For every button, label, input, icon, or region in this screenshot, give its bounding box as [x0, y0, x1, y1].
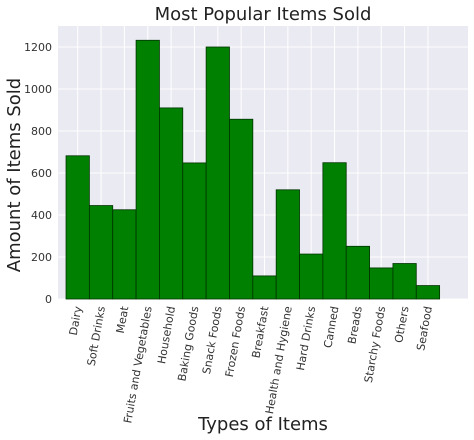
x-tick-label: Dairy	[67, 305, 85, 337]
x-tick-label: Soft Drinks	[85, 305, 108, 367]
y-tick-label: 1200	[24, 41, 52, 54]
x-tick-label: Breads	[345, 305, 364, 345]
bar-others	[392, 263, 417, 300]
x-tick-label: Snack Foods	[200, 305, 225, 375]
bar-household	[159, 107, 184, 300]
x-tick-label: Seafood	[414, 305, 435, 351]
bar-snack-foods	[205, 46, 230, 300]
y-ticks: 0 200 400 600 800 1000 1200	[24, 41, 52, 306]
bar-meat	[112, 209, 137, 300]
x-tick-label: Breakfast	[250, 305, 272, 360]
x-tick-label: Hard Drinks	[294, 305, 318, 371]
x-tick-label: Frozen Foods	[223, 305, 248, 378]
y-tick-label: 800	[31, 125, 52, 138]
bar-dairy	[65, 155, 90, 300]
bar-breakfast	[252, 275, 277, 300]
bar-starchy-foods	[369, 267, 394, 300]
x-tick-label: Canned	[321, 305, 341, 349]
bar-hard-drinks	[299, 253, 324, 300]
y-tick-label: 1000	[24, 83, 52, 96]
y-tick-label: 400	[31, 209, 52, 222]
x-tick-label: Meat	[114, 305, 132, 335]
x-tick-label: Starchy Foods	[362, 305, 388, 384]
bars	[65, 39, 441, 300]
chart-title: Most Popular Items Sold	[155, 4, 372, 25]
bar-baking-goods	[182, 162, 207, 300]
x-tick-label: Others	[392, 305, 411, 344]
bar-frozen-foods	[229, 118, 254, 300]
y-tick-label: 600	[31, 167, 52, 180]
bar-health-and-hygiene	[275, 189, 300, 300]
y-tick-label: 200	[31, 251, 52, 264]
bar-fruits-and-vegetables	[135, 39, 160, 300]
bar-soft-drinks	[88, 205, 114, 300]
bar-seafood	[415, 285, 441, 300]
bar-breads	[345, 245, 370, 300]
x-tick-label: Household	[155, 305, 178, 365]
y-tick-label: 0	[45, 293, 52, 306]
bar-canned	[322, 162, 347, 300]
x-axis-label: Types of Items	[197, 414, 328, 435]
y-axis-label: Amount of Items Sold	[4, 78, 25, 272]
x-tick-label: Baking Goods	[175, 305, 201, 382]
